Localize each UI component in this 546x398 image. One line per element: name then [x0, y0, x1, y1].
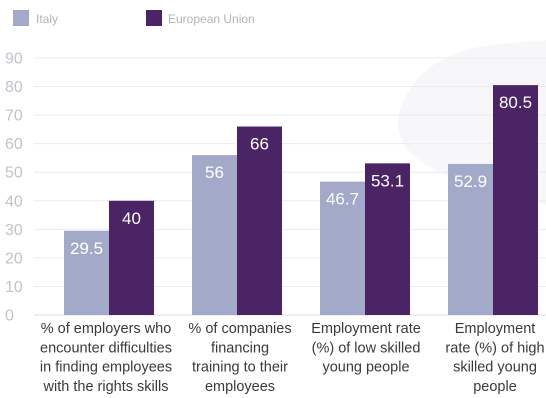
bar	[365, 163, 410, 315]
x-tick-label: % of companies financing training to their…	[188, 321, 291, 395]
x-tick-label-line: rate (%) of high	[445, 340, 544, 356]
x-tick-label-line: in finding employees	[40, 360, 172, 376]
y-tick-label: 50	[5, 165, 23, 182]
bar	[64, 230, 109, 315]
data-label: 40	[122, 209, 141, 228]
bars: 29.5 40 56 66 46.7 53.1 52.9 80.5	[64, 85, 538, 316]
y-tick-label: 0	[5, 308, 14, 325]
legend-label: Italy	[36, 12, 58, 26]
data-label: 56	[205, 163, 224, 182]
x-tick-label-line: training to their	[192, 360, 288, 376]
bar	[237, 126, 282, 316]
x-tick-label: % of employers who encounter difficulties…	[40, 321, 172, 395]
legend-label: European Union	[168, 12, 255, 26]
y-tick-label: 20	[5, 250, 23, 267]
data-label: 66	[250, 135, 269, 154]
legend-swatch	[13, 10, 29, 26]
y-tick-label: 10	[5, 279, 23, 296]
bar	[493, 85, 538, 315]
x-tick-label-line: encounter difficulties	[40, 340, 172, 356]
legend: Italy European Union	[13, 10, 255, 26]
data-label: 46.7	[326, 190, 359, 209]
y-tick-label: 80	[5, 79, 23, 96]
x-tick-label-line: financing	[211, 340, 269, 356]
x-tick-label: Employment rate (%) of low skilled young p…	[311, 321, 421, 376]
bar	[320, 181, 365, 315]
x-tick-label: Employment rate (%) of high skilled young p…	[445, 321, 544, 395]
x-tick-label-line: young people	[322, 360, 409, 376]
y-tick-label: 40	[5, 193, 23, 210]
x-tick-label-line: Employment rate	[311, 321, 421, 337]
data-label: 52.9	[454, 172, 487, 191]
x-tick-label-line: % of employers who	[41, 321, 172, 337]
bar	[448, 163, 493, 315]
bar	[192, 155, 237, 315]
y-tick-label: 90	[5, 51, 23, 68]
y-tick-label: 60	[5, 136, 23, 153]
data-label: 29.5	[70, 239, 103, 258]
x-tick-label-line: % of companies	[188, 321, 291, 337]
bar	[109, 200, 154, 315]
data-label: 53.1	[371, 171, 404, 190]
x-tick-label-line: employees	[205, 379, 275, 395]
x-tick-label-line: (%) of low skilled	[312, 340, 421, 356]
x-tick-label-line: people	[473, 379, 517, 395]
legend-swatch	[146, 10, 162, 26]
x-axis: % of employers who encounter difficulties…	[40, 321, 545, 395]
data-label: 80.5	[499, 93, 532, 112]
x-tick-label-line: Employment	[455, 321, 536, 337]
x-tick-label-line: with the rights skills	[43, 379, 169, 395]
y-tick-label: 70	[5, 108, 23, 125]
y-axis: 0 10 20 30 40 50 60 70 80 90	[5, 51, 23, 325]
x-tick-label-line: skilled young	[453, 360, 537, 376]
y-tick-label: 30	[5, 222, 23, 239]
